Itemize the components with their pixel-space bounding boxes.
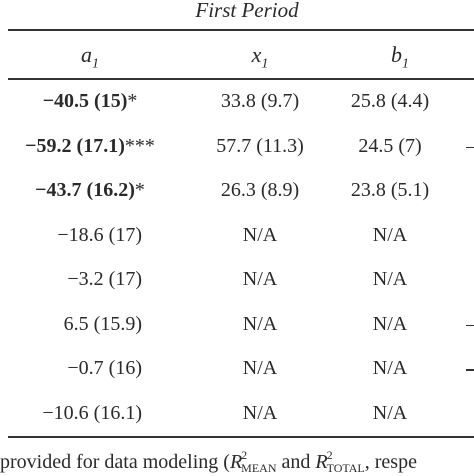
significance-stars: * (134, 179, 145, 201)
cell-x1: N/A (242, 223, 278, 246)
table-row: −43.7 (16.2)* 26.3 (8.9) 23.8 (5.1) (0, 179, 474, 223)
cell-a1: −18.6 (17) (8, 224, 142, 247)
cell-b1: N/A (372, 268, 408, 290)
header-rule (8, 78, 474, 80)
table-row: −0.7 (16) N/A N/A (0, 357, 474, 401)
cell-x1: 33.8 (9.7) (220, 90, 300, 112)
cell-b1: 25.8 (4.4) (350, 90, 430, 112)
a1-value: −10.6 (16.1) (42, 401, 142, 424)
cell-x1: N/A (242, 268, 278, 290)
a1-value: −43.7 (16.2) (35, 179, 135, 201)
cell-b1: N/A (372, 312, 408, 335)
column-header-a: a1 (81, 42, 99, 72)
cell-x1: N/A (242, 312, 278, 335)
cell-x1: 57.7 (11.3) (216, 134, 304, 157)
cell-x1: 26.3 (8.9) (220, 179, 300, 201)
table-row: −3.2 (17) N/A N/A (0, 268, 474, 312)
cell-a1: −3.2 (17) (8, 268, 142, 291)
a1-value: −59.2 (17.1) (25, 134, 125, 157)
cell-a1: 6.5 (15.9) (8, 313, 142, 336)
significance-stars: *** (124, 134, 155, 157)
table-row: −10.6 (16.1) N/A N/A (0, 402, 474, 446)
cell-a1: −40.5 (15)* (5, 90, 175, 113)
truncated-cell-dash (466, 324, 474, 326)
truncated-cell-dash (466, 146, 474, 148)
table-row: −18.6 (17) N/A N/A (0, 224, 474, 268)
table-row: −59.2 (17.1)*** 57.7 (11.3) 24.5 (7) (0, 135, 474, 179)
table-row: 6.5 (15.9) N/A N/A (0, 313, 474, 357)
period-title: First Period (195, 0, 299, 22)
a1-value: −40.5 (15) (42, 90, 128, 112)
bottom-rule (8, 436, 474, 438)
cell-b1: N/A (372, 401, 408, 424)
significance-stars: * (127, 90, 138, 112)
cell-a1: −10.6 (16.1) (8, 402, 142, 425)
top-rule (8, 29, 474, 31)
cell-a1: −43.7 (16.2)* (5, 179, 175, 202)
cell-b1: N/A (372, 357, 408, 379)
truncated-cell-dash (466, 369, 474, 371)
table-row: −40.5 (15)* 33.8 (9.7) 25.8 (4.4) (0, 90, 474, 134)
cell-b1: N/A (372, 223, 408, 246)
a1-value: −3.2 (17) (67, 268, 142, 290)
a1-value: −18.6 (17) (57, 223, 142, 246)
cell-x1: N/A (242, 401, 278, 424)
footnote: provided for data modeling (R2MEAN and R… (0, 448, 417, 475)
cell-a1: −59.2 (17.1)*** (5, 135, 175, 158)
column-header-x: x1 (251, 42, 269, 72)
a1-value: −0.7 (16) (67, 357, 142, 379)
cell-x1: N/A (242, 357, 278, 379)
cell-b1: 24.5 (7) (358, 134, 422, 157)
a1-value: 6.5 (15.9) (63, 312, 142, 335)
column-header-b: b1 (391, 42, 409, 72)
cell-a1: −0.7 (16) (8, 357, 142, 380)
cell-b1: 23.8 (5.1) (350, 179, 430, 201)
